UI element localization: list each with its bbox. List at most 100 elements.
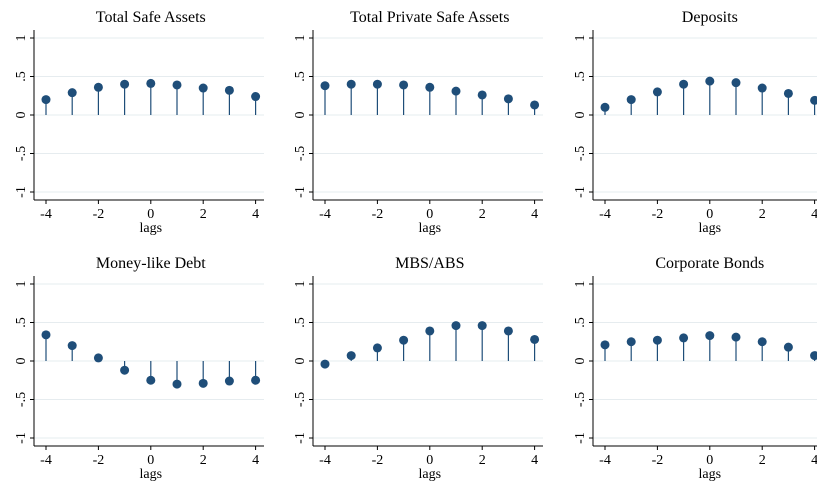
y-tick-label: 1: [293, 35, 308, 42]
data-point: [503, 94, 513, 104]
data-point: [503, 326, 513, 336]
x-tick-label: 2: [200, 453, 207, 468]
data-point: [146, 78, 156, 88]
panel-title: Deposits: [682, 9, 738, 26]
x-tick-label: 2: [479, 453, 486, 468]
data-point: [600, 340, 610, 350]
data-point: [198, 83, 208, 93]
data-point: [731, 78, 741, 88]
x-axis-title: lags: [699, 467, 722, 482]
data-point: [652, 87, 662, 97]
x-tick-label: -2: [93, 207, 105, 222]
panel-title: Total Safe Assets: [96, 9, 206, 26]
x-tick-label: -2: [372, 207, 384, 222]
y-tick-label: .5: [293, 71, 308, 82]
y-tick-label: -.5: [14, 392, 29, 407]
data-point: [372, 79, 382, 89]
data-point: [477, 321, 487, 331]
data-point: [757, 337, 767, 347]
data-point: [120, 79, 130, 89]
x-tick-label: -2: [652, 207, 664, 222]
data-point: [425, 326, 435, 336]
panel-2: -1 -.5 0 .5 1 -4 -2 0 2 4 lags Total Private Safe A…: [293, 9, 543, 236]
data-point: [320, 81, 330, 91]
x-tick-label: 0: [426, 453, 433, 468]
panel-4: -1 -.5 0 .5 1 -4 -2 0 2 4 lags Money-like Debt: [14, 255, 264, 482]
y-tick-label: 1: [573, 35, 588, 42]
x-axis-title: lags: [699, 221, 722, 236]
data-point: [41, 330, 51, 340]
x-axis-title: lags: [140, 467, 163, 482]
data-point: [810, 351, 817, 361]
y-tick-label: 1: [573, 281, 588, 288]
y-tick-label: .5: [14, 71, 29, 82]
y-tick-label: -1: [293, 432, 308, 444]
data-point: [626, 337, 636, 347]
x-tick-label: 0: [147, 207, 154, 222]
x-tick-label: -4: [319, 207, 331, 222]
x-tick-label: -2: [372, 453, 384, 468]
data-point: [346, 351, 356, 361]
y-tick-label: -.5: [293, 392, 308, 407]
x-tick-label: 4: [531, 453, 538, 468]
panel-5: -1 -.5 0 .5 1 -4 -2 0 2 4 lags MBS/ABS: [293, 255, 543, 482]
y-tick-label: 1: [14, 35, 29, 42]
data-point: [731, 332, 741, 342]
y-tick-label: .5: [14, 317, 29, 328]
y-tick-label: 0: [14, 112, 29, 119]
data-point: [705, 331, 715, 341]
data-point: [705, 76, 715, 86]
x-tick-label: 0: [426, 207, 433, 222]
x-tick-label: -2: [93, 453, 105, 468]
y-tick-label: 0: [14, 358, 29, 365]
y-tick-label: -1: [573, 432, 588, 444]
panel-title: Money-like Debt: [96, 255, 206, 272]
y-tick-label: .5: [573, 317, 588, 328]
data-point: [346, 79, 356, 89]
data-point: [783, 88, 793, 98]
data-point: [757, 83, 767, 93]
y-tick-label: -1: [293, 186, 308, 198]
data-point: [600, 102, 610, 112]
x-tick-label: 2: [479, 207, 486, 222]
data-point: [93, 353, 103, 363]
data-point: [679, 79, 689, 89]
data-point: [530, 334, 540, 344]
x-tick-label: -4: [599, 453, 611, 468]
data-point: [146, 375, 156, 385]
y-tick-label: -1: [14, 432, 29, 444]
y-tick-label: 1: [14, 281, 29, 288]
x-tick-label: 2: [759, 207, 766, 222]
x-axis-title: lags: [140, 221, 163, 236]
y-tick-label: -.5: [293, 146, 308, 161]
data-point: [172, 379, 182, 389]
panel-title: Total Private Safe Assets: [350, 9, 509, 26]
y-tick-label: 0: [293, 358, 308, 365]
data-point: [626, 95, 636, 105]
y-tick-label: -.5: [573, 146, 588, 161]
panel-title: Corporate Bonds: [655, 255, 764, 272]
y-tick-label: .5: [573, 71, 588, 82]
data-point: [477, 90, 487, 100]
data-point: [399, 335, 409, 345]
data-point: [67, 341, 77, 351]
data-point: [810, 95, 817, 105]
x-axis-title: lags: [419, 221, 442, 236]
y-tick-label: 1: [293, 281, 308, 288]
data-point: [93, 82, 103, 92]
data-point: [172, 80, 182, 90]
data-point: [41, 95, 51, 105]
y-tick-label: -1: [573, 186, 588, 198]
x-tick-label: 4: [531, 207, 538, 222]
panel-1: -1 -.5 0 .5 1 -4 -2 0 2 4 lags Total Safe Assets: [14, 9, 264, 236]
data-point: [679, 333, 689, 343]
y-tick-label: -.5: [14, 146, 29, 161]
panel-3: -1 -.5 0 .5 1 -4 -2 0 2 4 lags Deposits: [573, 9, 817, 236]
data-point: [198, 378, 208, 388]
y-tick-label: 0: [573, 112, 588, 119]
x-axis-title: lags: [419, 467, 442, 482]
x-tick-label: 0: [147, 453, 154, 468]
data-point: [530, 100, 540, 110]
data-point: [320, 359, 330, 369]
